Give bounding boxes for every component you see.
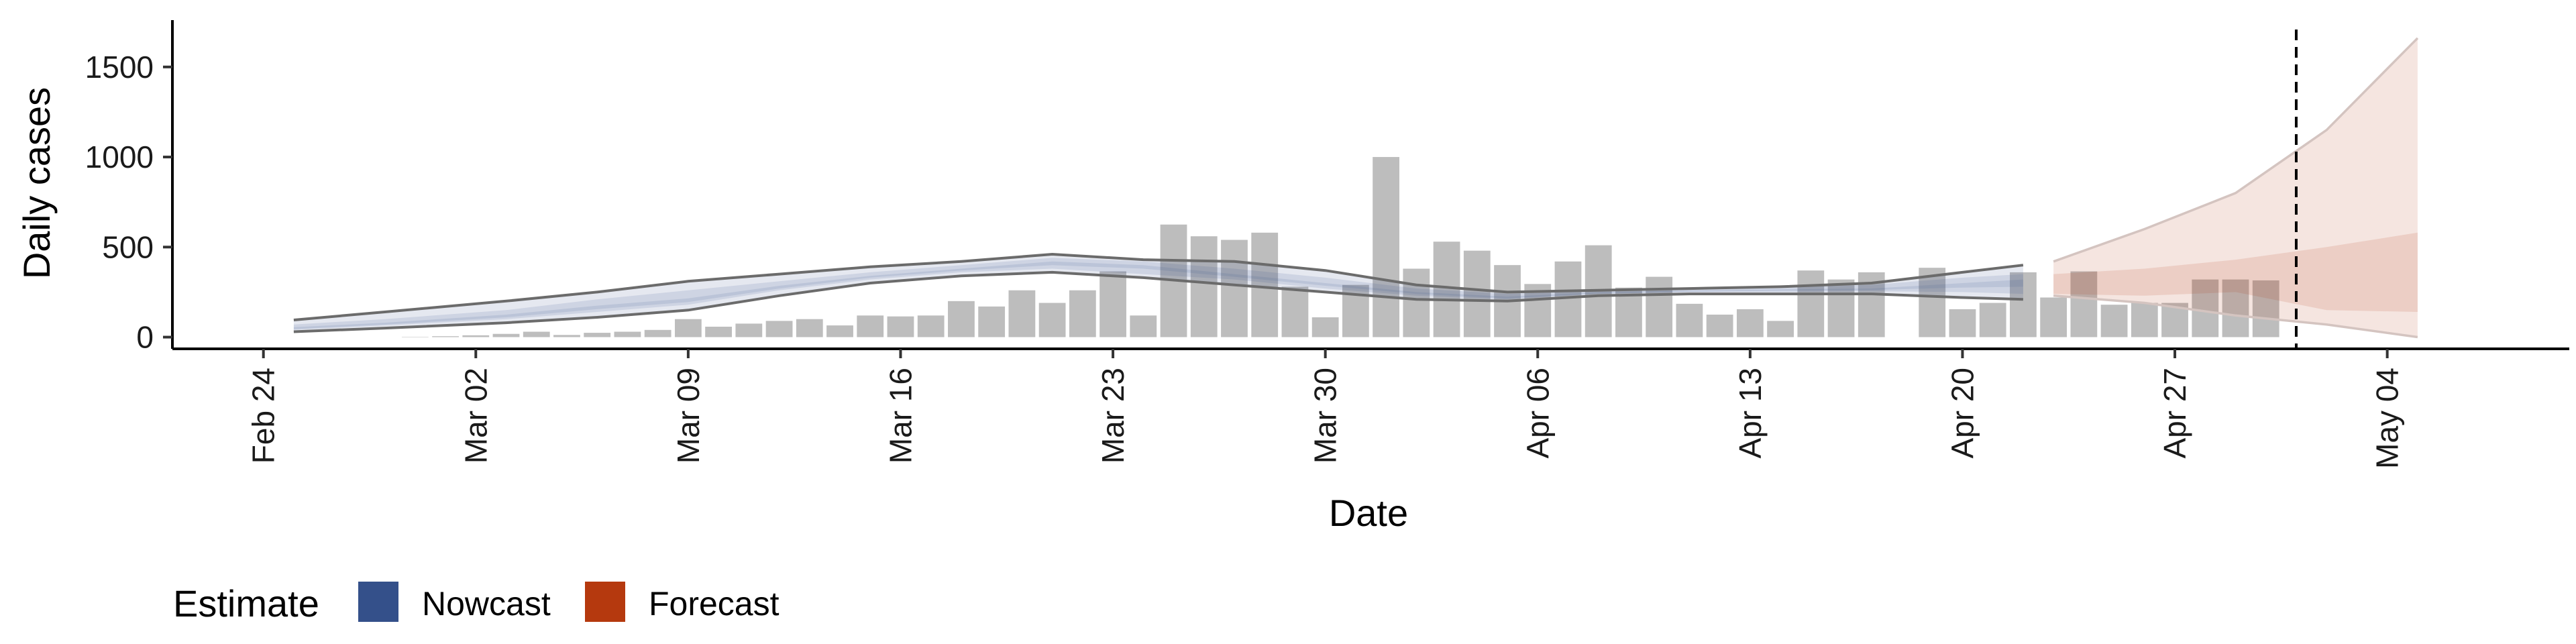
bar-2020-03-28 (1251, 232, 1279, 337)
y-tick-label-1000: 1000 (85, 140, 154, 174)
bar-2020-03-10 (705, 326, 733, 337)
x-tick-label-2020-02-24: Feb 24 (246, 368, 281, 464)
x-tick-label-2020-04-06: Apr 06 (1520, 368, 1555, 459)
forecast-band-90 (2053, 38, 2418, 337)
legend-swatch-forecast (585, 582, 625, 622)
nowcast-lower-line (293, 270, 2023, 333)
bar-2020-03-04 (523, 331, 550, 337)
bar-2020-03-13 (796, 319, 823, 337)
y-tick-label-1500: 1500 (85, 50, 154, 85)
legend-label-forecast: Forecast (649, 585, 780, 623)
bar-2020-04-13 (1736, 309, 1764, 337)
bar-2020-03-06 (584, 333, 611, 337)
bar-2020-03-02 (462, 335, 490, 337)
y-tick-label-0: 0 (136, 320, 154, 355)
bar-2020-04-26 (2131, 303, 2158, 337)
bar-2020-03-12 (765, 321, 793, 337)
bar-2020-04-29 (2222, 279, 2249, 337)
bar-2020-04-04 (1463, 250, 1491, 337)
bar-2020-03-05 (553, 335, 580, 337)
x-axis-title: Date (1329, 492, 1408, 534)
bar-2020-03-24 (1130, 315, 1157, 337)
bar-2020-03-14 (826, 325, 853, 337)
bar-2020-03-17 (917, 315, 945, 337)
x-tick-label-2020-03-16: Mar 16 (883, 368, 918, 464)
forecast-lower-line (2053, 294, 2418, 339)
bar-2020-04-15 (1797, 270, 1825, 337)
series-forecast (2053, 37, 2419, 339)
bar-2020-03-09 (674, 319, 702, 337)
bars-layer (401, 157, 2279, 337)
x-tick-label-2020-03-23: Mar 23 (1095, 368, 1130, 464)
bar-2020-04-11 (1676, 303, 1703, 337)
forecast-upper-line (2053, 37, 2419, 263)
bar-2020-04-28 (2192, 279, 2219, 337)
bar-2020-04-22 (2009, 272, 2037, 337)
y-axis-ticks: 0 500 1000 1500 (85, 50, 172, 355)
legend: Estimate Nowcast Forecast (173, 582, 780, 625)
bar-2020-04-10 (1646, 276, 1673, 337)
bar-2020-03-26 (1190, 236, 1218, 337)
bar-2020-03-03 (492, 333, 520, 337)
x-tick-label-2020-03-02: Mar 02 (458, 368, 493, 464)
x-tick-label-2020-04-27: Apr 27 (2157, 368, 2192, 459)
bar-2020-04-01 (1373, 157, 1400, 337)
bar-2020-03-19 (978, 306, 1006, 337)
x-axis-ticks: Feb 24 Mar 02 Mar 09 Mar 16 Mar 23 Mar 30 Apr … (246, 349, 2405, 469)
x-tick-label-2020-04-13: Apr 13 (1733, 368, 1768, 459)
bar-2020-03-23 (1099, 271, 1126, 337)
bar-2020-03-29 (1281, 286, 1309, 337)
bar-2020-04-24 (2070, 271, 2098, 337)
x-tick-label-2020-05-04: May 04 (2370, 368, 2405, 469)
legend-label-nowcast: Nowcast (422, 585, 551, 623)
forecast-band-50 (2053, 232, 2418, 312)
bar-2020-03-27 (1221, 239, 1248, 337)
bar-2020-04-30 (2252, 280, 2279, 337)
legend-title: Estimate (173, 582, 319, 625)
bar-2020-03-22 (1069, 290, 1096, 337)
bar-2020-03-18 (948, 301, 975, 337)
legend-swatch-nowcast (358, 582, 398, 622)
bar-2020-03-08 (644, 329, 672, 337)
bar-2020-04-02 (1403, 268, 1430, 337)
bar-2020-04-14 (1767, 321, 1794, 337)
axes-layer (171, 20, 2569, 350)
bar-2020-03-15 (857, 315, 884, 337)
bar-2020-04-16 (1827, 279, 1855, 337)
bar-2020-03-20 (1008, 290, 1036, 337)
bar-2020-04-20 (1949, 309, 1976, 337)
nowcast-upper-line (293, 252, 2024, 321)
bar-2020-03-21 (1038, 303, 1066, 337)
series-nowcast (293, 252, 2024, 333)
nowcast-band-50 (293, 258, 2023, 330)
bar-2020-04-21 (1979, 303, 2006, 337)
bar-2020-04-03 (1433, 241, 1460, 337)
y-axis-title: Daily cases (15, 87, 58, 279)
bar-2020-03-07 (614, 331, 641, 337)
bar-2020-03-30 (1311, 317, 1339, 337)
bar-2020-04-12 (1706, 314, 1733, 337)
bar-2020-03-01 (432, 336, 459, 337)
x-tick-label-2020-04-20: Apr 20 (1945, 368, 1980, 459)
bar-2020-03-16 (887, 316, 914, 337)
bar-2020-04-25 (2100, 305, 2128, 337)
bar-2020-03-11 (735, 323, 763, 337)
x-tick-label-2020-03-09: Mar 09 (671, 368, 706, 464)
y-tick-label-500: 500 (102, 229, 154, 264)
bar-2020-04-19 (1919, 268, 1946, 337)
x-tick-label-2020-03-30: Mar 30 (1308, 368, 1343, 464)
estimate-bands-layer (293, 37, 2419, 339)
bar-2020-04-23 (2040, 297, 2068, 337)
